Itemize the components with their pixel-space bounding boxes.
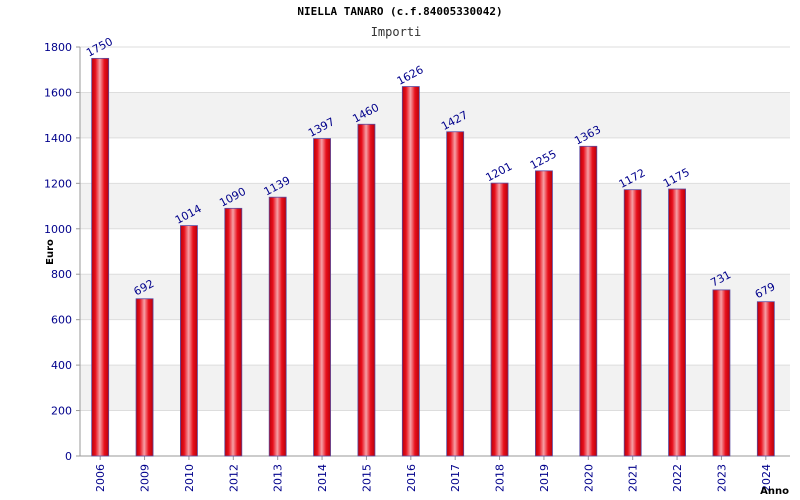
y-axis: 0 200 400 600 800 1000 1200 1400 1600 1800 bbox=[44, 41, 81, 463]
x-tick-label-2012: 2012 bbox=[227, 464, 240, 492]
y-tick-label: 1400 bbox=[44, 132, 72, 145]
bar-2014 bbox=[313, 138, 331, 457]
x-tick-label-2021: 2021 bbox=[627, 464, 640, 492]
y-tick-label: 200 bbox=[51, 405, 72, 418]
y-tick-label: 400 bbox=[51, 359, 72, 372]
bar-2015 bbox=[357, 123, 376, 457]
y-tick-label: 1800 bbox=[44, 41, 72, 54]
x-tick-label-2010: 2010 bbox=[183, 464, 196, 492]
chart-title: NIELLA TANARO (c.f.84005330042) bbox=[297, 5, 503, 18]
x-axis-title: Anno bbox=[760, 486, 789, 497]
bar-2024 bbox=[756, 301, 775, 457]
y-tick-label: 800 bbox=[51, 268, 72, 281]
x-tick-label-2014: 2014 bbox=[316, 464, 329, 492]
y-tick-label: 600 bbox=[51, 314, 72, 327]
x-tick-label-2019: 2019 bbox=[538, 464, 551, 492]
x-tick-label-2013: 2013 bbox=[272, 464, 285, 492]
bar-2020 bbox=[579, 145, 598, 457]
x-axis: 2006 2009 2010 2012 2013 2014 2015 2016 2017 2018… bbox=[80, 455, 790, 492]
bar-2023 bbox=[712, 289, 731, 457]
bar-2017 bbox=[446, 131, 465, 457]
y-tick-label: 1000 bbox=[44, 223, 72, 236]
bar-2021 bbox=[623, 189, 642, 457]
data-label-2016: 1626 bbox=[395, 63, 426, 88]
chart-subtitle: Importi bbox=[370, 25, 422, 39]
x-tick-label-2023: 2023 bbox=[715, 464, 728, 492]
bar-2012 bbox=[224, 207, 243, 457]
data-label-2018: 1201 bbox=[484, 160, 515, 185]
x-tick-label-2020: 2020 bbox=[582, 464, 595, 492]
bar-2010 bbox=[180, 225, 198, 457]
x-tick-label-2017: 2017 bbox=[449, 464, 462, 492]
bar-2016 bbox=[401, 86, 420, 457]
bar-2018 bbox=[490, 182, 509, 457]
bar-2006 bbox=[91, 57, 110, 457]
bar-2009 bbox=[135, 298, 154, 457]
x-tick-label-2024: 2024 bbox=[760, 464, 773, 492]
bar-2013 bbox=[268, 196, 287, 457]
y-tick-label: 0 bbox=[65, 450, 72, 463]
y-tick-label: 1600 bbox=[44, 86, 72, 99]
data-label-2019: 1255 bbox=[528, 147, 559, 172]
bar-2022 bbox=[668, 188, 686, 457]
y-tick-label: 1200 bbox=[44, 177, 72, 190]
y-axis-title: Euro bbox=[45, 239, 56, 265]
x-tick-label-2015: 2015 bbox=[360, 464, 373, 492]
x-tick-label-2018: 2018 bbox=[494, 464, 507, 492]
x-tick-label-2022: 2022 bbox=[671, 464, 684, 492]
bar-series bbox=[91, 57, 775, 457]
x-tick-label-2006: 2006 bbox=[94, 464, 107, 492]
grid-band bbox=[80, 92, 790, 138]
bar-2019 bbox=[535, 170, 553, 457]
x-tick-label-2016: 2016 bbox=[405, 464, 418, 492]
x-tick-label-2009: 2009 bbox=[139, 464, 152, 492]
